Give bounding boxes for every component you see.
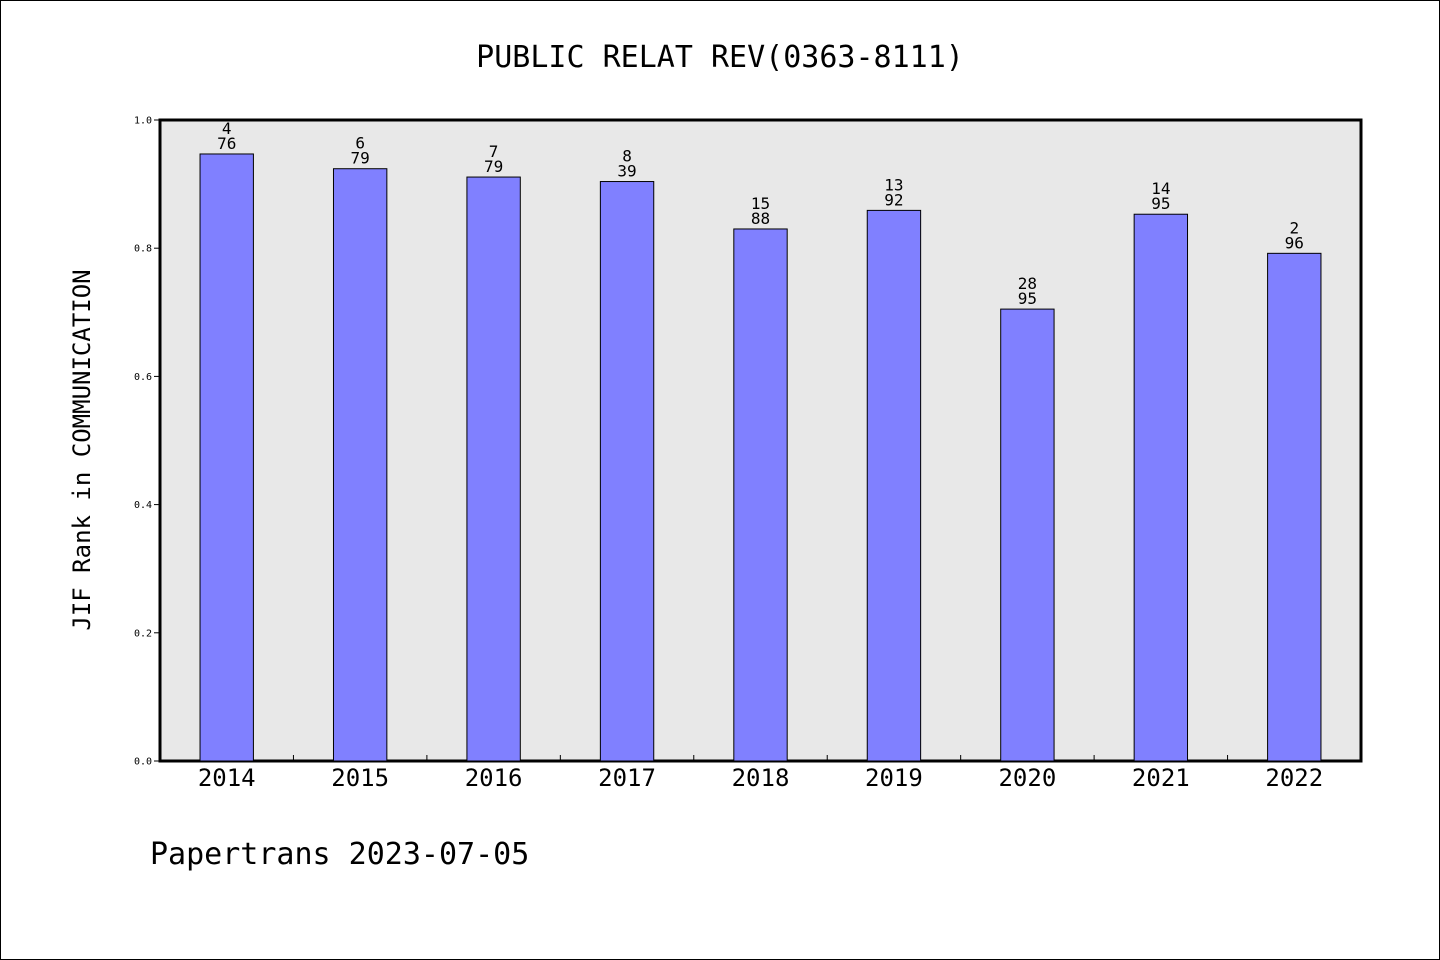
bar-rank-label: 14 <box>1151 179 1170 198</box>
bar-total-label: 88 <box>751 209 770 228</box>
footer-credit: Papertrans 2023-07-05 <box>150 837 529 872</box>
bar-total-label: 76 <box>217 134 236 153</box>
bar-total-label: 95 <box>1151 194 1170 213</box>
x-tick-label: 2022 <box>1265 764 1323 792</box>
bar-rank-label: 4 <box>222 119 232 138</box>
bar-rank-label: 2 <box>1289 218 1299 237</box>
chart-title: PUBLIC RELAT REV(0363-8111) <box>476 40 964 75</box>
y-tick-label: 0.2 <box>134 628 152 639</box>
x-tick-label: 2021 <box>1132 764 1190 792</box>
bar <box>1000 308 1055 762</box>
x-tick-label: 2019 <box>865 764 923 792</box>
bar-total-label: 95 <box>1018 289 1037 308</box>
y-tick-label: 0.6 <box>134 372 152 383</box>
y-axis: 0.0 0.2 0.4 0.6 0.8 1.0 <box>134 116 160 768</box>
bar <box>866 209 922 762</box>
y-tick-label: 0.4 <box>134 500 152 511</box>
x-tick-label: 2015 <box>331 764 389 792</box>
bar-total-label: 79 <box>484 157 503 176</box>
bar-total-label: 96 <box>1285 233 1304 252</box>
x-axis: 2014 2015 2016 2017 2018 2019 2020 2021 2022 <box>198 755 1323 792</box>
y-tick-label: 1.0 <box>134 116 152 127</box>
y-tick-label: 0.8 <box>134 244 152 255</box>
bar <box>599 181 655 762</box>
bar <box>1267 252 1322 762</box>
bar-total-label: 92 <box>884 190 903 209</box>
x-tick-label: 2014 <box>198 764 256 792</box>
bar <box>466 176 521 762</box>
bar <box>332 168 388 762</box>
x-tick-label: 2016 <box>465 764 523 792</box>
bar-rank-label: 8 <box>622 147 632 166</box>
bar-total-label: 79 <box>351 149 370 168</box>
x-tick-label: 2018 <box>732 764 790 792</box>
x-tick-label: 2020 <box>998 764 1056 792</box>
bar <box>199 153 254 762</box>
bar-total-label: 39 <box>617 162 636 181</box>
bar-rank-label: 13 <box>884 175 903 194</box>
x-tick-label: 2017 <box>598 764 656 792</box>
bar <box>1133 213 1189 762</box>
bar-rank-label: 28 <box>1018 274 1037 293</box>
y-axis-label: JIF Rank in COMMUNICATION <box>68 269 96 630</box>
bar-rank-label: 6 <box>355 134 365 153</box>
bar <box>733 228 788 762</box>
y-tick-label: 0.0 <box>134 757 152 768</box>
bar-rank-label: 7 <box>489 142 499 161</box>
bar-rank-label: 15 <box>751 194 770 213</box>
